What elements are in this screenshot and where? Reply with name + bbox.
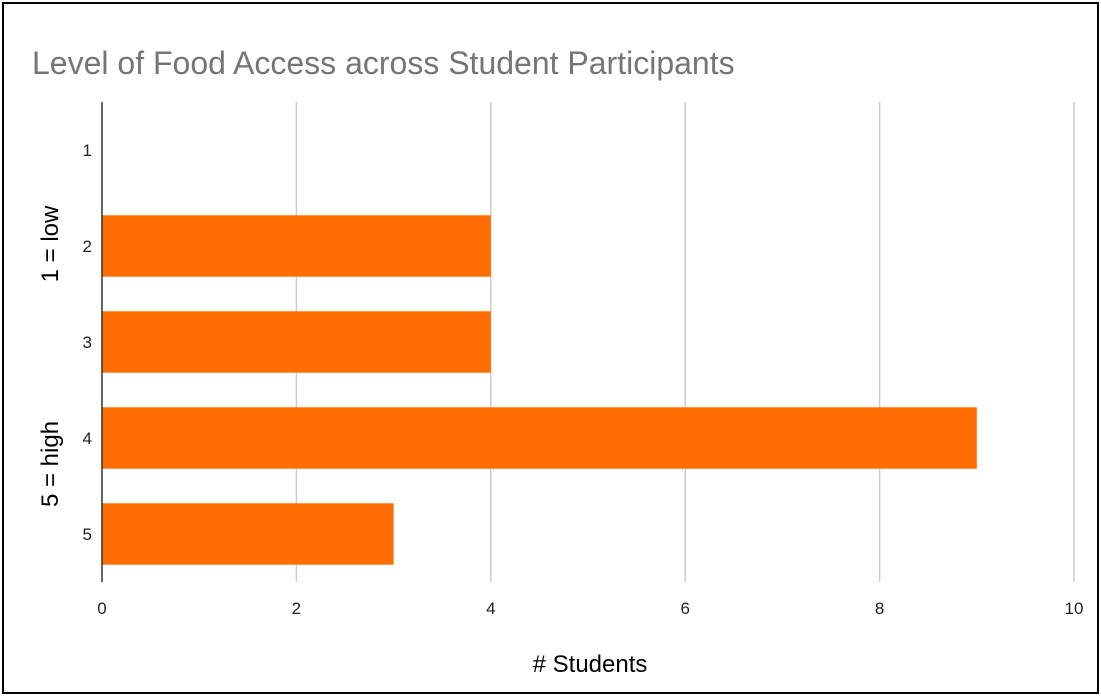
y-tick-label: 2 xyxy=(83,237,92,256)
bar-2 xyxy=(102,215,491,277)
bar-4 xyxy=(102,407,977,469)
y-tick-label: 3 xyxy=(83,333,92,352)
chart-title: Level of Food Access across Student Part… xyxy=(32,45,735,81)
y-tick-label: 5 xyxy=(83,525,92,544)
x-axis-title: # Students xyxy=(533,651,648,678)
gridlines xyxy=(295,102,1075,582)
y-tick-label: 1 xyxy=(83,141,92,160)
x-tick-label: 8 xyxy=(875,599,884,618)
y-axis-title-high: 5 = high xyxy=(37,421,64,507)
bar-chart: Level of Food Access across Student Part… xyxy=(32,45,1084,678)
y-axis-title-low: 1 = low xyxy=(37,205,64,282)
x-tick-label: 4 xyxy=(486,599,495,618)
bar-5 xyxy=(102,503,394,565)
x-tick-label: 10 xyxy=(1065,599,1084,618)
bars xyxy=(102,215,977,565)
x-tick-label: 0 xyxy=(97,599,106,618)
x-tick-label: 2 xyxy=(292,599,301,618)
bar-3 xyxy=(102,311,491,373)
y-tick-label: 4 xyxy=(83,429,92,448)
x-tick-label: 6 xyxy=(680,599,689,618)
